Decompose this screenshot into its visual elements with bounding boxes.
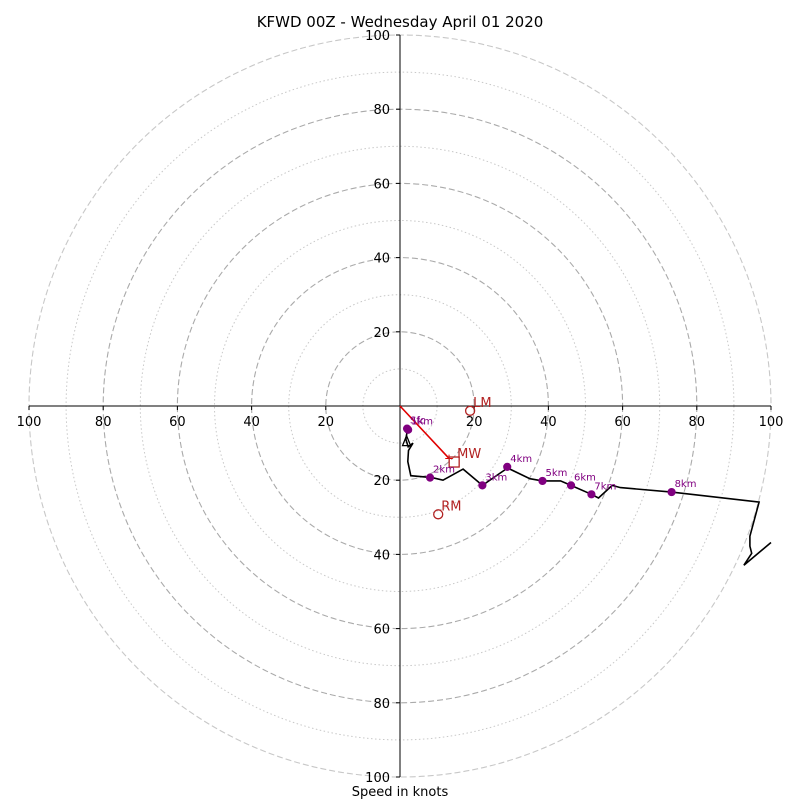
x-tick-label: 20 bbox=[466, 415, 483, 430]
y-tick-label: 80 bbox=[373, 697, 390, 712]
x-tick-label: 60 bbox=[169, 415, 186, 430]
height-marker-dot bbox=[538, 476, 547, 486]
x-tick-label: 20 bbox=[318, 415, 335, 430]
height-marker-label: 8km bbox=[675, 479, 697, 490]
y-tick-label: 100 bbox=[365, 29, 390, 44]
y-tick-label: 20 bbox=[373, 474, 390, 489]
x-tick-label: 80 bbox=[95, 415, 112, 430]
x-tick-label: 60 bbox=[614, 415, 631, 430]
height-marker-label: 7km bbox=[594, 481, 616, 492]
height-marker-label: Sfc bbox=[410, 416, 425, 427]
y-tick-label: 20 bbox=[373, 326, 390, 341]
left-mover-label: LM bbox=[473, 396, 491, 411]
height-marker-label: 6km bbox=[574, 472, 596, 483]
height-marker-dot bbox=[404, 425, 413, 434]
left-mover-marker bbox=[464, 405, 476, 416]
right-mover-label: RM bbox=[441, 499, 461, 514]
x-tick-label: 100 bbox=[17, 415, 42, 430]
storm-motion-vector bbox=[399, 405, 450, 459]
height-marker-label: 1km bbox=[411, 417, 433, 428]
hodograph-line bbox=[405, 431, 772, 566]
chart-title: KFWD 00Z - Wednesday April 01 2020 bbox=[257, 13, 544, 31]
x-tick-label: 40 bbox=[243, 415, 260, 430]
right-mover-marker bbox=[433, 509, 444, 520]
height-marker-dot bbox=[503, 462, 512, 471]
hodograph-trace bbox=[405, 431, 772, 566]
height-marker-label: 4km bbox=[510, 454, 532, 465]
height-marker-label: 2km bbox=[433, 465, 455, 476]
mean-wind-marker bbox=[448, 456, 460, 468]
y-tick-label: 60 bbox=[373, 177, 390, 192]
y-tick-label: 40 bbox=[373, 252, 390, 267]
x-tick-label: 40 bbox=[540, 415, 557, 430]
height-marker-label: 5km bbox=[545, 468, 567, 479]
height-marker-dot bbox=[587, 490, 596, 499]
x-axis-title: Speed in knots bbox=[352, 785, 449, 800]
surface-triangle-marker bbox=[401, 433, 412, 447]
tick-labels: 100 80 60 40 20 20 40 60 80 100 100 80 60 40 20 20 40 60 8… bbox=[17, 29, 784, 786]
y-tick-label: 40 bbox=[373, 548, 390, 563]
x-tick-label: 100 bbox=[759, 415, 784, 430]
y-tick-label: 80 bbox=[373, 103, 390, 118]
height-marker-dot bbox=[478, 481, 487, 490]
x-tick-label: 80 bbox=[689, 415, 706, 430]
height-marker-dot bbox=[566, 481, 576, 490]
height-marker-label: 3km bbox=[485, 472, 507, 483]
mean-wind-label: MW bbox=[457, 447, 481, 462]
height-marker-dot bbox=[667, 487, 676, 497]
y-tick-label: 100 bbox=[365, 771, 390, 786]
y-tick-label: 60 bbox=[373, 623, 390, 638]
height-marker-dot bbox=[425, 473, 435, 482]
